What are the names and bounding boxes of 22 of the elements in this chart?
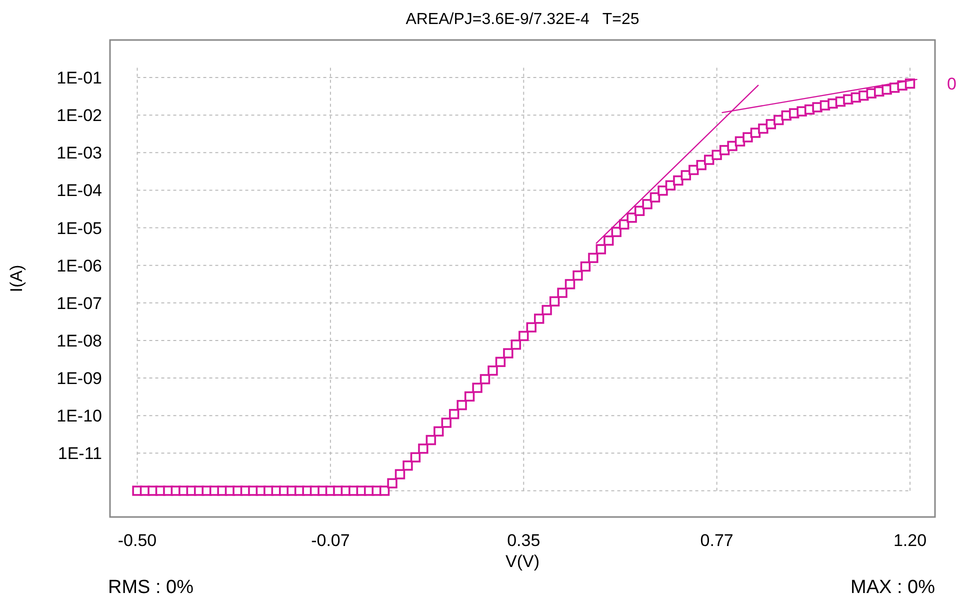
y-tick-label: 1E-03	[56, 144, 102, 163]
y-tick-label: 1E-10	[56, 406, 102, 426]
x-tick-label: 1.20	[893, 531, 927, 550]
chart-title: AREA/PJ=3.6E-9/7.32E-4 T=25	[406, 11, 640, 28]
y-axis-title: I(A)	[7, 264, 26, 292]
x-axis-title: V(V)	[506, 552, 540, 571]
y-tick-label: 1E-05	[56, 218, 102, 238]
text: MAX : 0%	[850, 577, 936, 598]
text: RMS : 0%	[108, 577, 194, 598]
series-label: 0	[947, 74, 956, 94]
y-tick-label: 1E-02	[56, 106, 102, 126]
x-tick-label: 0.35	[507, 531, 540, 550]
x-tick-label: -0.07	[311, 531, 350, 550]
y-tick-label: 1E-09	[56, 369, 102, 388]
x-tick-label: 0.77	[700, 531, 734, 550]
y-tick-label: 1E-06	[56, 256, 102, 276]
y-tick-label: 1E-07	[56, 294, 102, 313]
y-tick-label: 1E-04	[56, 181, 102, 200]
y-tick-label: 1E-08	[56, 331, 102, 350]
y-tick-label: 1E-11	[58, 444, 102, 464]
y-tick-label: 1E-01	[56, 68, 102, 88]
x-tick-label: -0.50	[118, 531, 157, 550]
